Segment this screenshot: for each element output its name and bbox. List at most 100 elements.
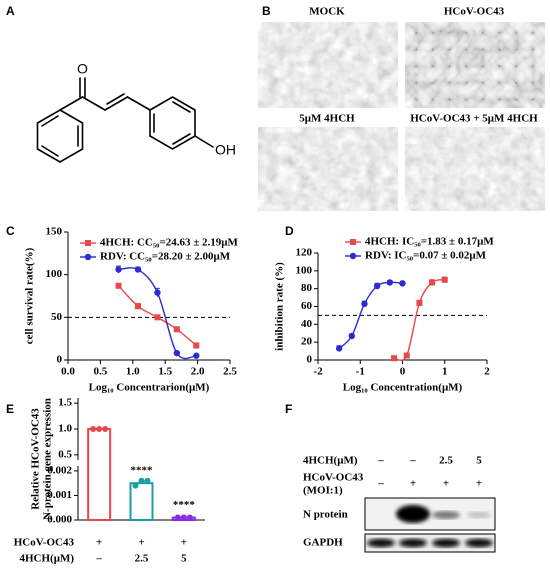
band [467,512,491,518]
condition: – [95,553,102,565]
marker [391,355,398,362]
marker [399,280,406,287]
marker [403,352,410,359]
row-label: (MOI:1) [303,485,343,497]
marker [154,314,161,321]
y-axis-label: cell survival rate(%) [24,247,36,344]
marker [134,266,142,273]
row-label: 4HCH(μM) [19,553,74,565]
y-tick-label: 0.000 [47,514,72,526]
significance: **** [131,465,154,477]
marker [115,266,122,273]
legend-label: 4HCH: CC₅₀=24.63 ± 2.19μM [100,237,238,249]
legend-label: 4HCH: IC₅₀=1.83 ± 0.17μM [365,236,494,248]
bar [87,428,112,521]
legend-label: RDV: CC₅₀=28.20 ± 2.00μM [100,251,231,263]
fit-curve [393,279,445,362]
data-point [132,482,139,489]
marker [134,303,141,310]
row-label: HCoV-OC43 [303,472,364,484]
condition: 2.5 [135,553,149,565]
bar [129,482,154,522]
blot-frame [364,533,496,553]
y-axis-label: inhibition rate (%) [274,262,286,351]
y-tick-label: 0.002 [47,464,72,476]
atom-label: OH [215,142,236,158]
x-tick-label: 2 [484,366,490,378]
x-axis-label: Log₁₀ Concentration(μM) [343,382,463,394]
y-tick-label: 0 [57,354,63,366]
fit-curve [118,267,197,360]
legend-marker [85,240,91,246]
x-tick-label: 2.0 [191,366,205,378]
band [396,505,430,523]
y-tick-label: 120 [296,247,313,259]
image-label: MOCK [309,6,345,18]
x-axis-label: Log₁₀ Concentrarion(μM) [89,382,210,394]
y-tick-label: 0.5 [58,448,72,460]
x-tick-label: -1 [356,366,365,378]
image-label: HCoV-OC43 + 5μM 4HCH [410,113,538,125]
marker [173,326,180,333]
band [367,538,395,548]
y-tick-label: 50 [51,311,63,323]
condition: – [377,455,384,467]
micrograph [258,22,398,108]
marker [348,332,355,340]
y-tick-label: 0 [307,354,313,366]
micrograph-panel: MOCK HCoV-OC43 5μM 4HCH HCoV-OC43 + 5μM … [258,6,545,211]
image-label: 5μM 4HCH [299,113,355,125]
panel-label: D [285,224,294,238]
y-tick-label: 100 [46,268,63,280]
condition: 5 [476,455,482,467]
x-tick-label: 0 [400,366,406,378]
marker [193,342,200,349]
band [432,538,460,548]
legend-label: RDV: IC₅₀=0.07 ± 0.02μM [365,250,487,262]
y-tick-label: 60 [301,300,313,312]
y-tick-label: 1.0 [58,423,72,435]
y-tick-label: 0.001 [47,489,72,501]
x-tick-label: -2 [313,366,323,378]
condition: 2.5 [439,455,453,467]
marker [373,282,381,290]
y-tick-label: 20 [301,336,313,348]
y-tick-label: 100 [296,264,313,276]
marker [193,352,200,359]
y-tick-label: 150 [46,226,63,238]
marker [441,276,448,283]
panel-label: C [6,224,15,238]
micrograph [405,22,545,108]
y-axis-label: N-protein gene expression [42,398,54,520]
x-tick-label: 1 [442,366,448,378]
marker [115,282,122,289]
condition: + [181,537,187,549]
panel-label: F [285,402,292,416]
marker [173,349,181,357]
data-point [138,477,145,484]
data-point [144,477,151,484]
condition: + [476,478,482,490]
band-label: GAPDH [303,537,343,549]
x-tick-label: 0.0 [61,366,75,378]
marker [335,345,343,352]
legend-marker [349,252,357,260]
y-axis-label: Relative HCoV-OC43 [30,408,42,510]
marker [361,300,368,308]
micrograph [258,127,398,211]
atom-label: O [77,61,88,77]
micrograph [405,127,545,211]
data-point [96,426,103,432]
y-tick-label: 1.5 [58,397,72,409]
panel-label: E [6,402,14,416]
data-point [174,514,181,521]
x-tick-label: 1.5 [158,366,172,378]
panel-label: A [6,4,15,18]
condition: + [410,478,416,490]
row-label: 4HCH(μM) [303,455,358,467]
marker [416,299,423,306]
panel-label: B [262,4,271,18]
marker [386,279,394,286]
data-point [90,426,97,432]
